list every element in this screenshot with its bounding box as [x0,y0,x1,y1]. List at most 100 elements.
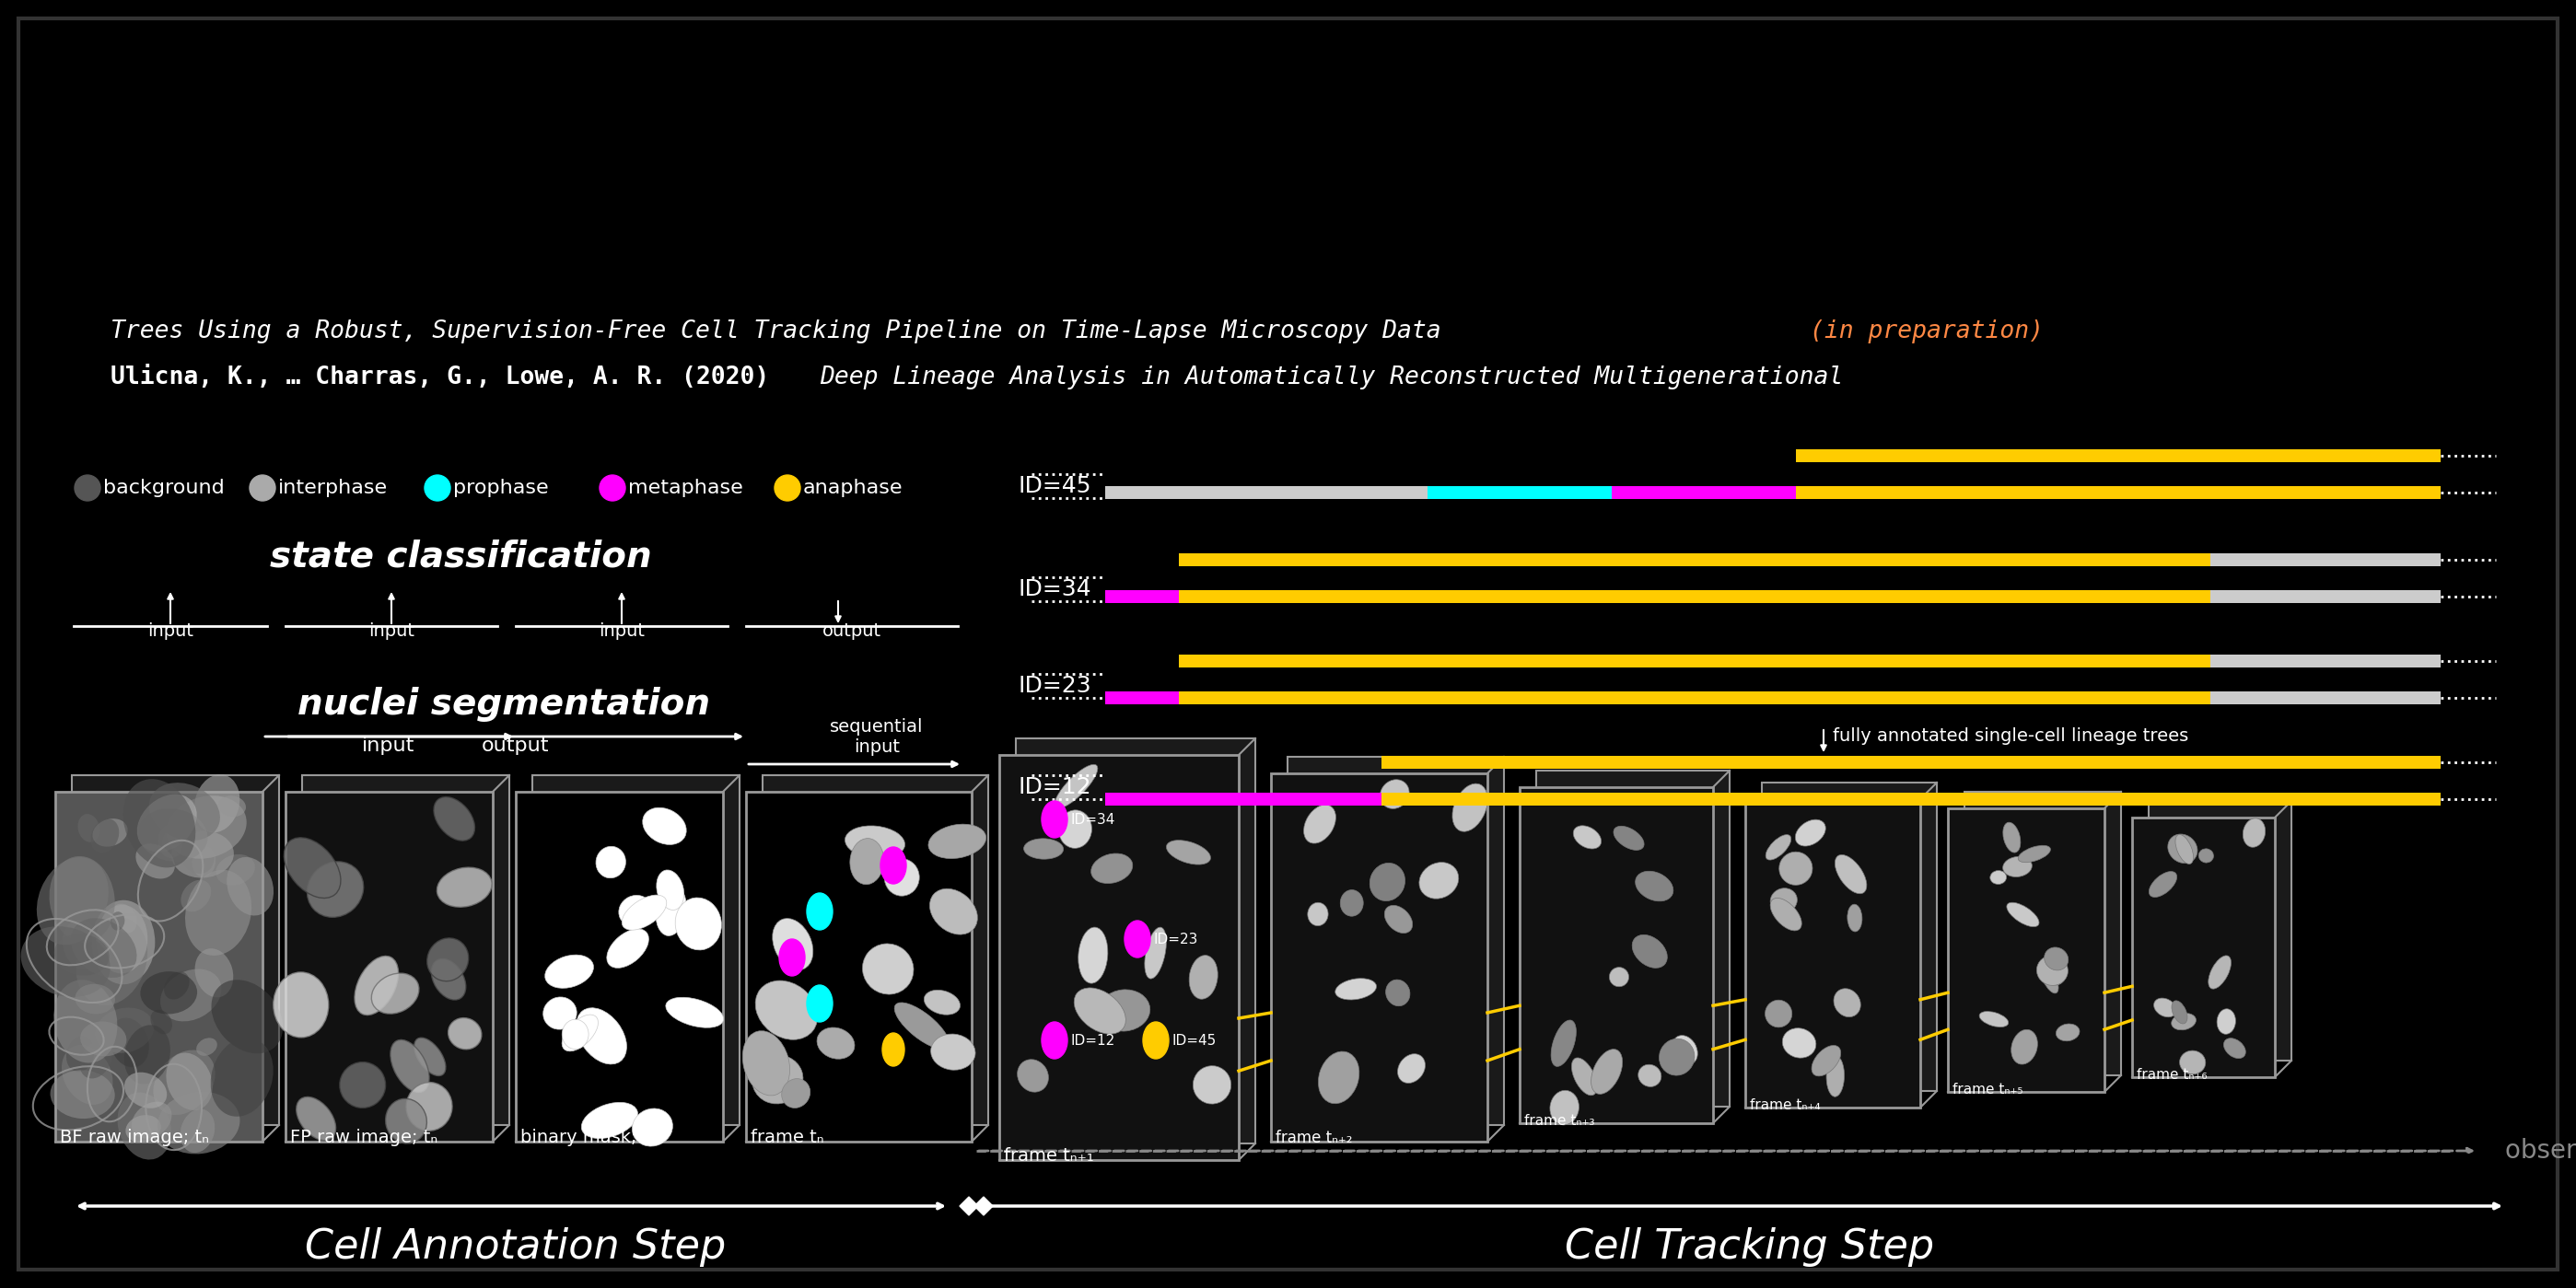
Ellipse shape [180,1109,214,1153]
FancyBboxPatch shape [1270,773,1486,1141]
FancyBboxPatch shape [762,775,989,1124]
Ellipse shape [755,980,817,1039]
FancyBboxPatch shape [286,792,492,1141]
Ellipse shape [562,1015,598,1051]
Text: BF raw image; tₙ: BF raw image; tₙ [59,1128,209,1146]
Ellipse shape [54,980,118,1063]
Ellipse shape [111,912,124,930]
Ellipse shape [283,837,340,898]
Ellipse shape [77,814,100,842]
Bar [1105,692,1180,705]
Ellipse shape [1041,801,1066,837]
Ellipse shape [2223,1038,2246,1059]
Bar [1427,486,1613,498]
Ellipse shape [2218,1009,2236,1034]
Ellipse shape [2172,1001,2187,1024]
Ellipse shape [752,1055,804,1104]
Ellipse shape [1765,999,1793,1028]
Ellipse shape [1126,921,1151,957]
Ellipse shape [75,475,100,501]
Ellipse shape [1097,989,1149,1032]
Ellipse shape [1303,805,1337,844]
Ellipse shape [894,1002,948,1050]
FancyBboxPatch shape [1015,738,1255,1144]
Ellipse shape [296,1097,335,1140]
Ellipse shape [211,980,283,1054]
Ellipse shape [2208,956,2231,989]
Ellipse shape [70,918,137,978]
Ellipse shape [806,893,832,930]
Bar [1180,590,2210,603]
FancyBboxPatch shape [999,755,1239,1160]
Text: frame tₙ₊₄: frame tₙ₊₄ [1749,1099,1821,1112]
Text: frame tₙ₊₁: frame tₙ₊₁ [1005,1148,1095,1164]
Ellipse shape [1041,1021,1066,1059]
Ellipse shape [273,972,330,1037]
Ellipse shape [2045,947,2069,970]
Ellipse shape [1770,889,1798,913]
Ellipse shape [618,895,652,926]
Ellipse shape [139,971,198,1014]
Ellipse shape [2056,1024,2079,1041]
Ellipse shape [54,934,108,975]
Ellipse shape [2048,965,2066,985]
Bar [1613,486,1795,498]
Ellipse shape [1419,862,1458,899]
Polygon shape [961,1197,979,1216]
Bar [1381,756,2439,769]
Ellipse shape [778,939,804,976]
Text: ID=23: ID=23 [1018,675,1092,697]
Ellipse shape [193,846,216,877]
Ellipse shape [775,475,801,501]
Ellipse shape [111,904,139,938]
Ellipse shape [1834,855,1868,894]
Text: Deep Lineage Analysis in Automatically Reconstructed Multigenerational: Deep Lineage Analysis in Automatically R… [819,366,1842,389]
Ellipse shape [1811,1046,1842,1077]
Ellipse shape [1054,765,1097,809]
Ellipse shape [621,895,667,930]
Text: Trees Using a Robust, Supervision-Free Cell Tracking Pipeline on Time-Lapse Micr: Trees Using a Robust, Supervision-Free C… [111,319,1455,344]
Ellipse shape [1399,1054,1425,1083]
Ellipse shape [2007,903,2040,927]
Ellipse shape [227,857,273,916]
Ellipse shape [111,904,137,933]
Ellipse shape [2179,1051,2205,1074]
Ellipse shape [438,867,492,907]
Text: fully annotated single-cell lineage trees: fully annotated single-cell lineage tree… [1832,728,2190,744]
Ellipse shape [124,779,196,868]
Ellipse shape [165,971,191,999]
Bar [1381,792,2439,805]
FancyBboxPatch shape [301,775,510,1124]
Ellipse shape [219,796,245,817]
Bar [1795,450,2439,462]
Ellipse shape [1551,1020,1577,1066]
Ellipse shape [196,948,234,997]
Ellipse shape [1633,935,1667,969]
Ellipse shape [2244,818,2264,848]
Ellipse shape [36,858,108,945]
Ellipse shape [631,1109,672,1146]
Ellipse shape [196,1038,216,1056]
Ellipse shape [1780,851,1814,885]
Ellipse shape [124,1073,167,1108]
Ellipse shape [139,809,209,862]
Text: FP raw image; tₙ: FP raw image; tₙ [291,1128,438,1146]
Text: Cell Annotation Step: Cell Annotation Step [304,1227,726,1267]
Bar [1180,654,2210,667]
FancyBboxPatch shape [747,792,971,1141]
FancyBboxPatch shape [1520,787,1713,1123]
Text: input: input [598,622,644,640]
Ellipse shape [407,1082,453,1131]
Bar [1180,692,2210,705]
Ellipse shape [1144,927,1167,979]
Ellipse shape [52,1070,116,1119]
Bar [1105,486,1427,498]
FancyBboxPatch shape [515,792,724,1141]
Ellipse shape [21,926,111,997]
Ellipse shape [884,1033,904,1066]
Ellipse shape [95,1007,155,1054]
Ellipse shape [430,958,466,999]
Ellipse shape [340,1063,386,1108]
Ellipse shape [1826,1056,1844,1096]
Text: input: input [363,737,415,755]
